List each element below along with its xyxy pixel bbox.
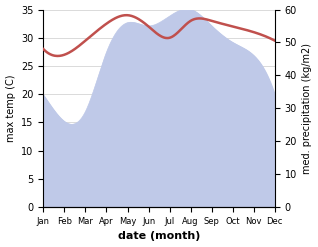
Y-axis label: med. precipitation (kg/m2): med. precipitation (kg/m2) xyxy=(302,43,313,174)
Y-axis label: max temp (C): max temp (C) xyxy=(5,75,16,142)
X-axis label: date (month): date (month) xyxy=(118,231,200,242)
